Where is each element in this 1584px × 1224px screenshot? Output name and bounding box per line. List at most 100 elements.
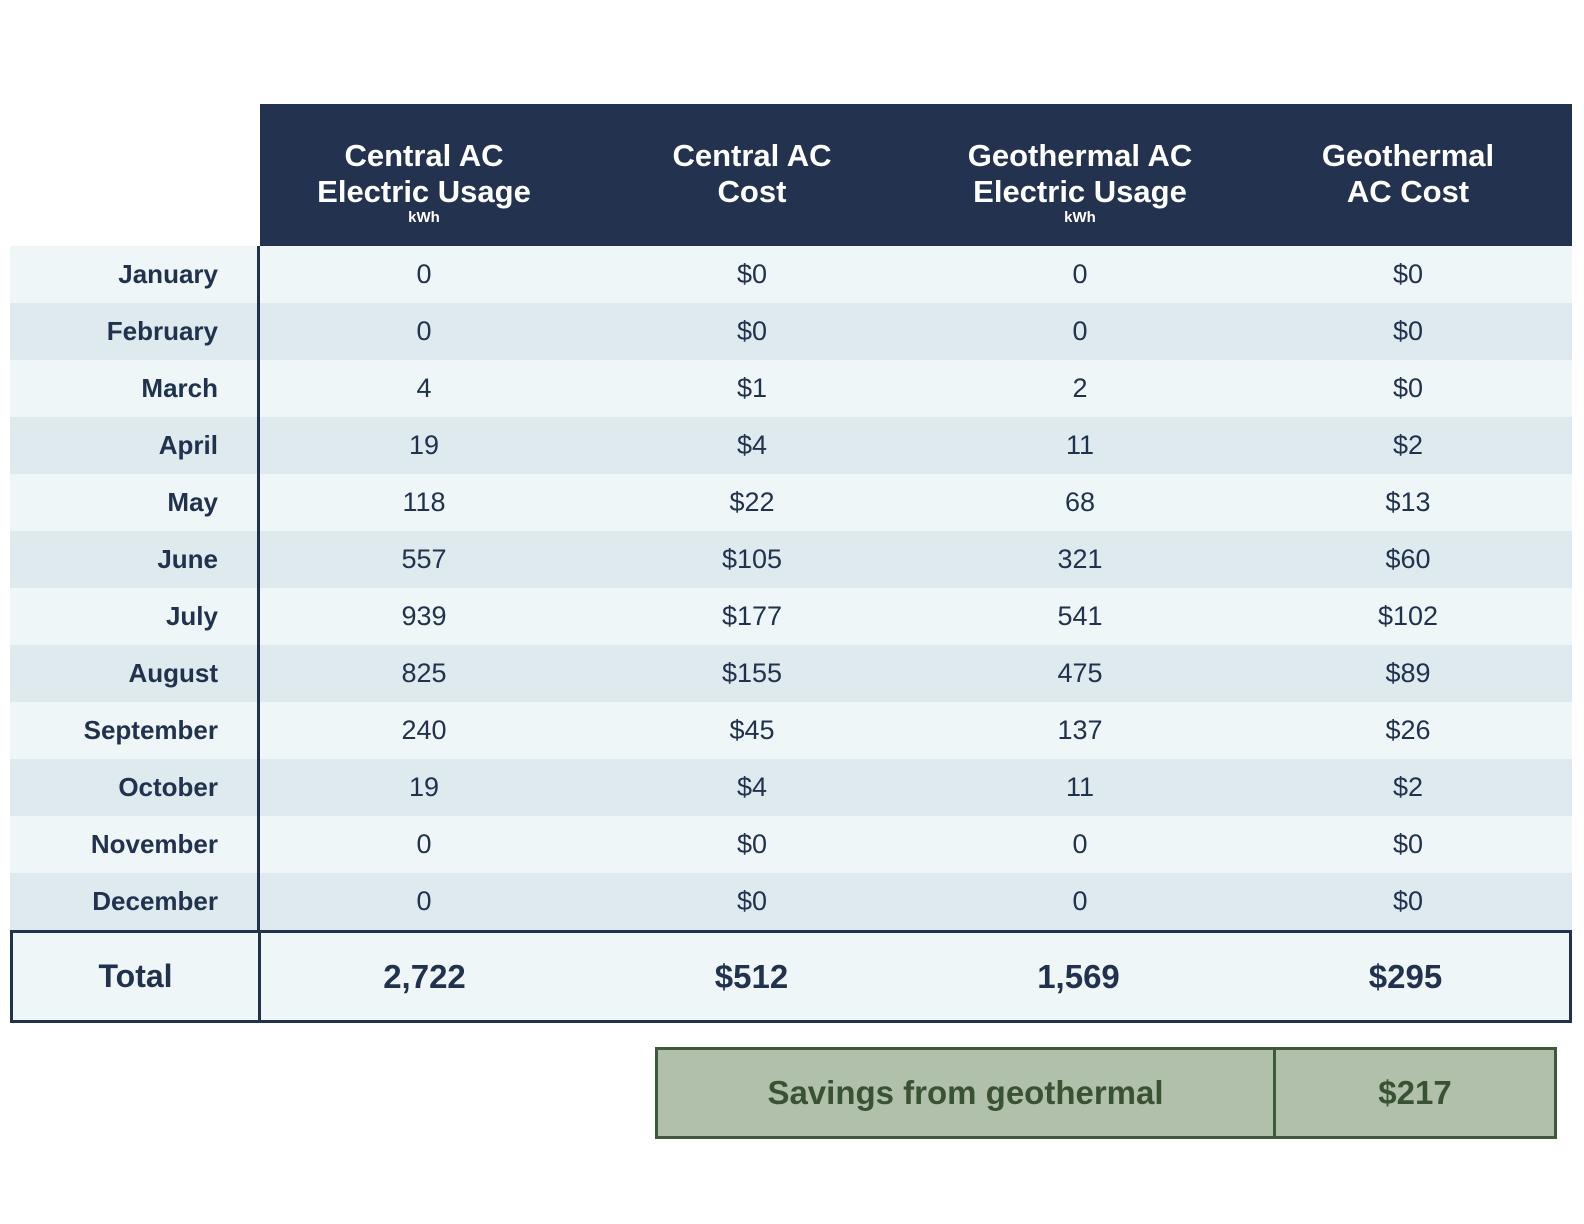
cell-geothermal-usage: 475 [1057,658,1103,688]
total-central-cost: $512 [714,957,789,995]
cell-geothermal-usage: 0 [1072,259,1088,289]
cell-central-cost: $0 [736,886,768,916]
cell-geothermal-cost: $0 [1392,259,1424,289]
table-row: May 118 $22 68 $13 [10,474,1572,531]
savings-label: Savings from geothermal [658,1050,1276,1136]
cell-geothermal-cost: $89 [1385,658,1431,688]
table-header: Central AC Electric Usage kWh Central AC… [10,104,1572,246]
cell-central-cost: $45 [729,715,775,745]
month-label: January [10,246,260,303]
cell-central-usage: 0 [416,829,432,859]
cell-geothermal-cost: $2 [1392,772,1424,802]
usage-cost-table: Central AC Electric Usage kWh Central AC… [10,104,1572,1023]
cell-central-cost: $4 [736,430,768,460]
month-label: August [10,645,260,702]
month-label: November [10,816,260,873]
header-line2: AC Cost [1346,174,1470,209]
cell-geothermal-cost: $102 [1377,601,1439,631]
header-line2: Cost [717,174,787,209]
row-values: 19 $4 11 $2 [260,430,1572,461]
cell-central-usage: 825 [401,658,447,688]
month-label: December [10,873,260,930]
cell-geothermal-usage: 137 [1057,715,1103,745]
savings-box: Savings from geothermal $217 [655,1047,1557,1139]
header-line1: Central AC [344,138,504,173]
table-row: April 19 $4 11 $2 [10,417,1572,474]
row-values: 557 $105 321 $60 [260,544,1572,575]
row-values: 0 $0 0 $0 [260,259,1572,290]
table-row: January 0 $0 0 $0 [10,246,1572,303]
row-values: 0 $0 0 $0 [260,316,1572,347]
cell-central-usage: 19 [408,772,440,802]
header-geothermal-usage: Geothermal AC Electric Usage kWh [916,104,1244,246]
cell-central-usage: 19 [408,430,440,460]
cell-central-usage: 4 [416,373,432,403]
table-row: September 240 $45 137 $26 [10,702,1572,759]
cell-geothermal-usage: 321 [1057,544,1103,574]
cell-central-cost: $1 [736,373,768,403]
header-line1: Geothermal AC [967,138,1193,173]
table-row: February 0 $0 0 $0 [10,303,1572,360]
cell-central-cost: $0 [736,316,768,346]
savings-value: $217 [1378,1074,1452,1111]
table-row: December 0 $0 0 $0 [10,873,1572,930]
cell-geothermal-usage: 541 [1057,601,1103,631]
row-values: 0 $0 0 $0 [260,886,1572,917]
total-geothermal-usage: 1,569 [1037,957,1120,995]
header-unit: kWh [408,209,440,226]
cell-geothermal-usage: 11 [1065,772,1095,802]
month-label: September [10,702,260,759]
table-row: March 4 $1 2 $0 [10,360,1572,417]
table-row: August 825 $155 475 $89 [10,645,1572,702]
month-label: May [10,474,260,531]
table-row: November 0 $0 0 $0 [10,816,1572,873]
cell-central-cost: $155 [721,658,783,688]
header-central-usage: Central AC Electric Usage kWh [260,104,588,246]
row-values: 939 $177 541 $102 [260,601,1572,632]
cell-geothermal-usage: 0 [1072,316,1088,346]
cell-central-cost: $4 [736,772,768,802]
total-row: Total 2,722 $512 1,569 $295 [10,930,1572,1023]
table-row: July 939 $177 541 $102 [10,588,1572,645]
cell-central-usage: 939 [401,601,447,631]
month-label: March [10,360,260,417]
header-line2: Electric Usage [973,174,1187,209]
row-values: 240 $45 137 $26 [260,715,1572,746]
cell-geothermal-cost: $2 [1392,430,1424,460]
header-line1: Central AC [672,138,832,173]
month-label: July [10,588,260,645]
row-values: 0 $0 0 $0 [260,829,1572,860]
total-geothermal-cost: $295 [1368,957,1443,995]
cell-central-cost: $0 [736,829,768,859]
header-corner [10,104,260,246]
table-row: October 19 $4 11 $2 [10,759,1572,816]
header-central-cost: Central AC Cost [588,104,916,246]
header-cells: Central AC Electric Usage kWh Central AC… [260,104,1572,246]
header-geothermal-cost: Geothermal AC Cost [1244,104,1572,246]
cell-central-usage: 557 [401,544,447,574]
total-label: Total [13,933,261,1020]
cell-geothermal-cost: $0 [1392,373,1424,403]
total-central-usage: 2,722 [383,957,466,995]
cell-geothermal-cost: $60 [1385,544,1431,574]
cell-central-usage: 240 [401,715,447,745]
cell-geothermal-cost: $0 [1392,316,1424,346]
cell-geothermal-usage: 68 [1064,487,1096,517]
cell-central-usage: 0 [416,316,432,346]
total-values: 2,722 $512 1,569 $295 [261,933,1569,1020]
cell-central-usage: 0 [416,886,432,916]
cell-geothermal-cost: $0 [1392,829,1424,859]
row-values: 118 $22 68 $13 [260,487,1572,518]
header-unit: kWh [1064,209,1096,226]
month-label: October [10,759,260,816]
cell-geothermal-cost: $26 [1385,715,1431,745]
month-label: February [10,303,260,360]
cell-geothermal-usage: 11 [1065,430,1095,460]
cell-central-cost: $105 [721,544,783,574]
row-values: 4 $1 2 $0 [260,373,1572,404]
cell-central-cost: $22 [729,487,775,517]
cell-geothermal-usage: 0 [1072,886,1088,916]
header-line2: Electric Usage [317,174,531,209]
table-row: June 557 $105 321 $60 [10,531,1572,588]
cell-geothermal-cost: $0 [1392,886,1424,916]
